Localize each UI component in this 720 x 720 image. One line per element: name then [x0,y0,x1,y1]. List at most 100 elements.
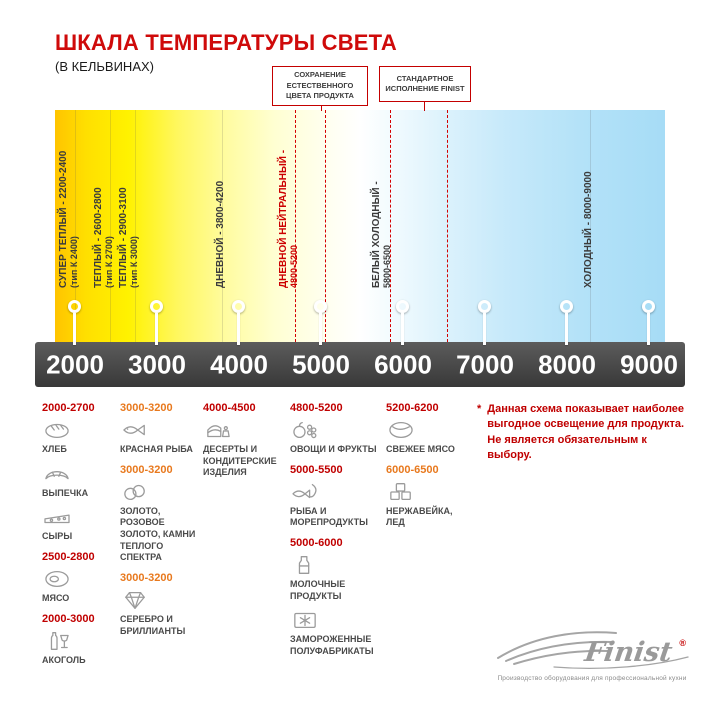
meat-icon [42,567,116,591]
food-label: ВЫПЕЧКА [42,487,89,498]
band-separator [222,110,223,342]
dashed-marker-line [447,110,448,342]
range-label: 2500-2800 [42,551,95,564]
pin-stem [565,313,568,345]
band-separator [135,110,136,342]
scale-pin-6000 [396,300,409,345]
cheese-icon [42,505,116,529]
registered-mark: ® [679,638,686,648]
pin-stem [647,313,650,345]
band-label-warm-2700: ТЕПЛЫЙ - 2600-2800 (тип К 2700) [93,187,114,288]
scale-pin-3000 [150,300,163,345]
band-label-super-warm: СУПЕР ТЕПЛЫЙ - 2200-2400 (тип К 2400) [58,150,79,288]
croissant-icon [42,462,116,486]
legend-column-3: 4000-4500 ДЕСЕРТЫ И КОНДИТЕРСКИЕ ИЗДЕЛИЯ [203,402,285,485]
legend-column-5: 5200-6200 СВЕЖЕЕ МЯСО 6000-6500 НЕРЖАВЕЙ… [386,402,472,535]
pin-stem [237,313,240,345]
food-label: КРАСНАЯ РЫБА [120,444,193,454]
legend-item: КРАСНАЯ РЫБА [120,418,198,456]
note-text: Данная схема показывает наиболее выгодно… [487,403,685,462]
page-title: ШКАЛА ТЕМПЕРАТУРЫ СВЕТА [55,30,398,55]
tick-9000: 9000 [620,349,678,379]
note: * Данная схема показывает наиболее выгод… [477,402,685,464]
diamond-icon [120,588,198,612]
range-label: 2000-3000 [42,612,95,625]
legend-item: ХЛЕБ [42,418,116,456]
band-label-daylight-neutral: ДНЕВНОЙ НЕЙТРАЛЬНЫЙ - 4800-5200 [278,149,299,288]
tick-2000: 2000 [46,349,104,379]
pin-stem [401,313,404,345]
callout-connector-line [424,102,425,111]
callout-finist-standard: СТАНДАРТНОЕ ИСПОЛНЕНИЕ FINIST [379,66,471,102]
band-separator [75,110,76,342]
brand-tagline: Производство оборудования для профессион… [497,675,687,682]
tick-6000: 6000 [374,349,432,379]
callout-connector-line [321,102,322,111]
header: ШКАЛА ТЕМПЕРАТУРЫ СВЕТА (В КЕЛЬВИНАХ) [55,30,397,74]
ice-icon [386,480,472,504]
food-label: РЫБА И МОРЕПРОДУКТЫ [290,505,368,528]
band-label-daylight: ДНЕВНОЙ - 3800-4200 [215,180,226,288]
legend-item: НЕРЖАВЕЙКА, ЛЕД [386,480,472,529]
tick-8000: 8000 [538,349,596,379]
tick-3000: 3000 [128,349,186,379]
tick-4000: 4000 [210,349,268,379]
milk-icon [290,553,382,577]
legend-item: МЯСО [42,567,116,605]
legend-item: МОЛОЧНЫЕ ПРОДУКТЫ [290,553,382,602]
range-label: 2000-2700 [42,402,95,414]
legend-column-2: 3000-3200 КРАСНАЯ РЫБА 3000-3200 ЗОЛОТО,… [120,402,198,644]
range-label: 6000-6500 [386,463,439,476]
pin-head [150,300,163,313]
range-label: 4000-4500 [203,402,256,414]
legend-item: ВЫПЕЧКА [42,462,116,500]
legend-column-4: 4800-5200 ОВОЩИ И ФРУКТЫ 5000-5500 РЫБА … [290,402,382,664]
food-label: СЫРЫ [42,531,73,542]
range-label: 5200-6200 [386,402,439,414]
food-label: СЕРЕБРО И БРИЛЛИАНТЫ [120,614,186,636]
fruits-icon [290,418,382,442]
scale-pin-4000 [232,300,245,345]
food-label: ЗОЛОТО, РОЗОВОЕ ЗОЛОТО, КАМНИ ТЕПЛОГО СП… [120,505,196,563]
dashed-marker-line [325,110,326,342]
dashed-marker-line [295,110,296,342]
food-label: ЗАМОРОЖЕННЫЕ ПОЛУФАБРИКАТЫ [290,634,374,657]
range-label: 4800-5200 [290,402,343,414]
food-label: АКОГОЛЬ [42,654,86,665]
legend-item: АКОГОЛЬ [42,629,116,667]
tick-5000: 5000 [292,349,350,379]
legend-item: ОВОЩИ И ФРУКТЫ [290,418,382,456]
fish-icon [120,418,198,442]
frozen-icon [290,608,382,632]
legend-column-1: 2000-2700 ХЛЕБ ВЫПЕЧКА СЫРЫ 2500-2800 МЯ… [42,402,116,672]
dashed-marker-line [390,110,391,342]
note-marker: * [477,403,482,415]
scale-pin-9000 [642,300,655,345]
legend-item: СВЕЖЕЕ МЯСО [386,418,472,456]
pin-head [642,300,655,313]
temperature-gradient: СУПЕР ТЕПЛЫЙ - 2200-2400 (тип К 2400) ТЕ… [55,110,665,345]
band-separator [590,110,591,342]
legend-item: СЫРЫ [42,505,116,543]
pin-stem [73,313,76,345]
bread-icon [42,418,116,442]
legend-item: ЗОЛОТО, РОЗОВОЕ ЗОЛОТО, КАМНИ ТЕПЛОГО СП… [120,480,198,564]
legend-item: ЗАМОРОЖЕННЫЕ ПОЛУФАБРИКАТЫ [290,608,382,657]
brand-name: Finist [582,637,675,668]
wing-icon [497,631,689,670]
food-label: ОВОЩИ И ФРУКТЫ [290,444,377,454]
range-label: 3000-3200 [120,402,173,414]
pin-head [314,300,327,313]
wine-icon [42,629,116,653]
legend-item: СЕРЕБРО И БРИЛЛИАНТЫ [120,588,198,637]
food-label: СВЕЖЕЕ МЯСО [386,444,455,454]
pin-head [232,300,245,313]
pin-head [560,300,573,313]
food-label: НЕРЖАВЕЙКА, ЛЕД [386,505,453,528]
scale-pin-2000 [68,300,81,345]
pin-stem [319,313,322,345]
band-label-cool-white: БЕЛЫЙ ХОЛОДНЫЙ - 5800-6500 [371,181,392,288]
seafood-icon [290,480,382,504]
scale-pin-7000 [478,300,491,345]
